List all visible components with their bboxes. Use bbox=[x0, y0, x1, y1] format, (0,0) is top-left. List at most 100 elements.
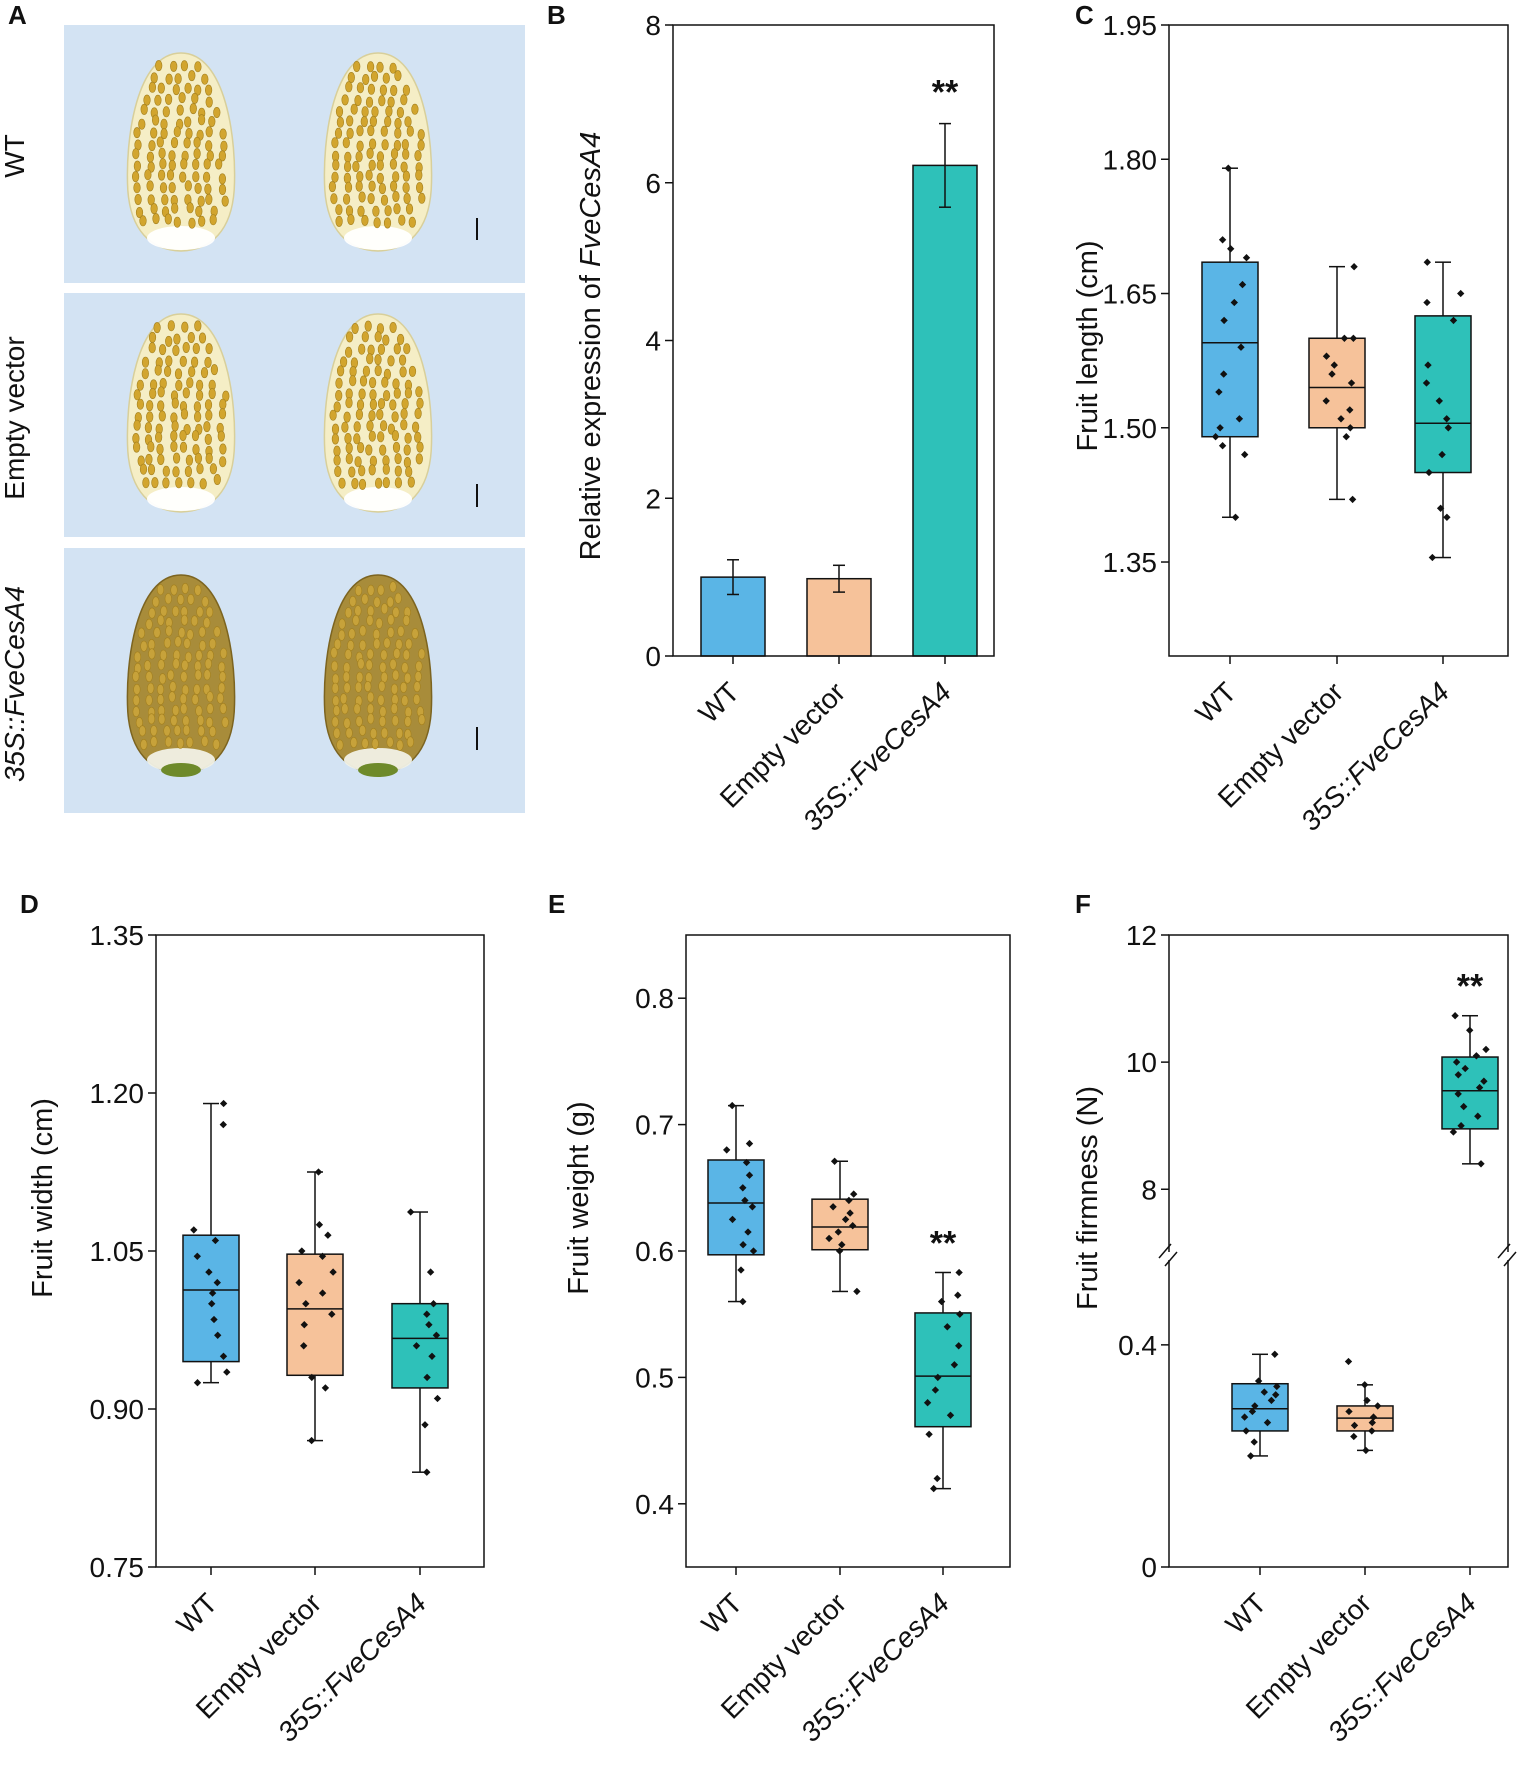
achene bbox=[372, 205, 380, 217]
achene bbox=[167, 669, 175, 681]
achene bbox=[413, 693, 421, 705]
achene bbox=[377, 343, 386, 355]
data-point-c bbox=[1241, 450, 1249, 459]
achene bbox=[379, 661, 387, 673]
data-point-f bbox=[1449, 1128, 1458, 1136]
achene bbox=[138, 118, 146, 130]
achene bbox=[380, 603, 389, 615]
data-point-e bbox=[954, 1291, 962, 1299]
achene bbox=[348, 628, 356, 640]
achene bbox=[152, 596, 160, 608]
achene bbox=[204, 433, 212, 445]
fruit-base bbox=[147, 748, 215, 772]
achene bbox=[173, 452, 181, 464]
fruit-2-2 bbox=[323, 313, 433, 513]
achene bbox=[341, 94, 349, 106]
y-tick-label: 0.7 bbox=[635, 1110, 674, 1141]
achene bbox=[176, 104, 184, 116]
achene bbox=[346, 331, 354, 343]
achene bbox=[167, 320, 175, 332]
achene bbox=[172, 466, 180, 478]
achene bbox=[353, 60, 361, 72]
x-tick-label-wt: WT bbox=[1190, 676, 1243, 729]
achene bbox=[377, 431, 385, 443]
box-f bbox=[1441, 1056, 1499, 1130]
achene bbox=[189, 103, 197, 115]
achene bbox=[337, 365, 345, 377]
achene bbox=[156, 683, 165, 695]
achene bbox=[353, 433, 361, 445]
achene bbox=[192, 158, 200, 170]
plot-frame-c bbox=[1168, 24, 1509, 657]
achene bbox=[143, 660, 152, 672]
fruit-base bbox=[344, 748, 412, 772]
achene bbox=[376, 61, 384, 73]
achene bbox=[205, 409, 213, 421]
achene bbox=[146, 400, 154, 412]
achene bbox=[205, 343, 213, 355]
fruit-2-1 bbox=[126, 313, 236, 513]
data-point-d bbox=[426, 1268, 435, 1276]
achene bbox=[218, 682, 226, 694]
data-point-d bbox=[433, 1394, 442, 1403]
achene bbox=[332, 673, 340, 685]
achene bbox=[365, 444, 373, 456]
achene bbox=[155, 60, 163, 72]
achene bbox=[401, 398, 409, 410]
achene bbox=[132, 171, 140, 183]
achene bbox=[170, 430, 178, 442]
achene bbox=[331, 423, 340, 435]
achene bbox=[341, 703, 349, 715]
data-point-d bbox=[407, 1208, 415, 1216]
achene bbox=[365, 659, 373, 671]
achene bbox=[335, 377, 343, 389]
achene bbox=[184, 651, 193, 663]
achene bbox=[368, 180, 376, 192]
achene bbox=[379, 84, 388, 96]
y-tick-label: 0.6 bbox=[635, 1236, 674, 1267]
row-label-empty-vector: Empty vector bbox=[0, 336, 30, 499]
achene bbox=[161, 194, 169, 206]
achene bbox=[209, 463, 217, 475]
achene bbox=[158, 169, 166, 181]
data-point-c bbox=[1423, 258, 1431, 266]
achene bbox=[209, 725, 217, 737]
data-point-d bbox=[314, 1168, 323, 1176]
data-point-f bbox=[1374, 1402, 1382, 1410]
achene bbox=[334, 127, 343, 139]
achene bbox=[139, 463, 148, 475]
data-point-d bbox=[223, 1368, 231, 1376]
achene bbox=[213, 473, 221, 485]
achene bbox=[415, 169, 423, 181]
achene bbox=[219, 398, 227, 410]
achene bbox=[174, 73, 182, 85]
achene bbox=[365, 96, 374, 108]
achene bbox=[135, 207, 144, 219]
achene bbox=[218, 408, 227, 420]
data-point-f bbox=[1263, 1418, 1272, 1427]
achene bbox=[345, 727, 353, 739]
achene bbox=[392, 378, 400, 390]
achene bbox=[333, 454, 341, 466]
achene bbox=[141, 368, 149, 380]
achene bbox=[147, 161, 155, 173]
achene bbox=[179, 171, 187, 183]
data-point-d bbox=[219, 1099, 228, 1108]
achene bbox=[378, 680, 386, 692]
achene bbox=[176, 737, 184, 749]
achene bbox=[133, 160, 141, 172]
achene bbox=[206, 703, 214, 715]
achene bbox=[361, 593, 369, 605]
data-point-c bbox=[1216, 424, 1224, 432]
achene bbox=[403, 444, 411, 456]
achene bbox=[402, 170, 411, 182]
achene bbox=[153, 322, 161, 334]
data-point-c bbox=[1350, 263, 1358, 271]
achene bbox=[416, 397, 424, 409]
data-point-e bbox=[723, 1146, 731, 1154]
achene bbox=[400, 408, 408, 420]
achene bbox=[156, 584, 165, 596]
achene bbox=[366, 353, 374, 365]
data-point-f bbox=[1451, 1012, 1459, 1020]
achene bbox=[162, 477, 170, 489]
